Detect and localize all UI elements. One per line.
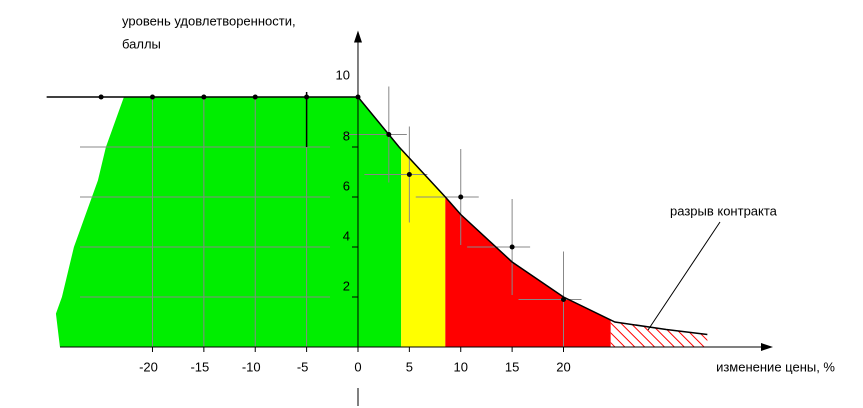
- data-point: [458, 194, 464, 200]
- y-tick-label: 2: [343, 278, 350, 293]
- band: [401, 149, 446, 347]
- y-tick-label: 4: [343, 228, 350, 243]
- x-tick-label: 15: [505, 359, 519, 374]
- x-tick-label: -20: [139, 359, 158, 374]
- data-point: [406, 172, 412, 177]
- annotation: разрыв контракта: [670, 203, 778, 218]
- data-point: [98, 94, 104, 100]
- y-axis-label: уровень удовлетворенности,: [122, 13, 296, 28]
- y-tick-label: 10: [336, 67, 350, 82]
- x-tick-label: 0: [354, 359, 361, 374]
- annotation-leader: [647, 221, 721, 331]
- x-axis-label: изменение цены, %: [716, 359, 835, 374]
- data-point: [304, 94, 310, 100]
- y-tick-label: 6: [343, 178, 350, 193]
- data-point: [201, 94, 207, 100]
- y-tick-label: 8: [343, 128, 350, 143]
- x-tick-label: 20: [556, 359, 570, 374]
- band: [55, 97, 402, 347]
- curve: [46, 96, 708, 336]
- data-point: [560, 297, 566, 302]
- y-axis-label: баллы: [122, 36, 161, 51]
- data-point: [509, 244, 515, 250]
- data-point: [149, 94, 155, 100]
- data-point: [386, 132, 392, 137]
- y-axis-arrow: [353, 30, 362, 43]
- x-tick-label: -10: [242, 359, 261, 374]
- x-tick-label: 10: [454, 359, 468, 374]
- x-tick-label: 5: [406, 359, 413, 374]
- x-axis-arrow: [761, 343, 773, 351]
- band: [445, 197, 611, 347]
- x-tick-label: -5: [297, 359, 309, 374]
- x-tick-label: -15: [190, 359, 209, 374]
- data-point: [252, 94, 258, 100]
- data-point: [355, 94, 361, 100]
- band: [610, 320, 708, 347]
